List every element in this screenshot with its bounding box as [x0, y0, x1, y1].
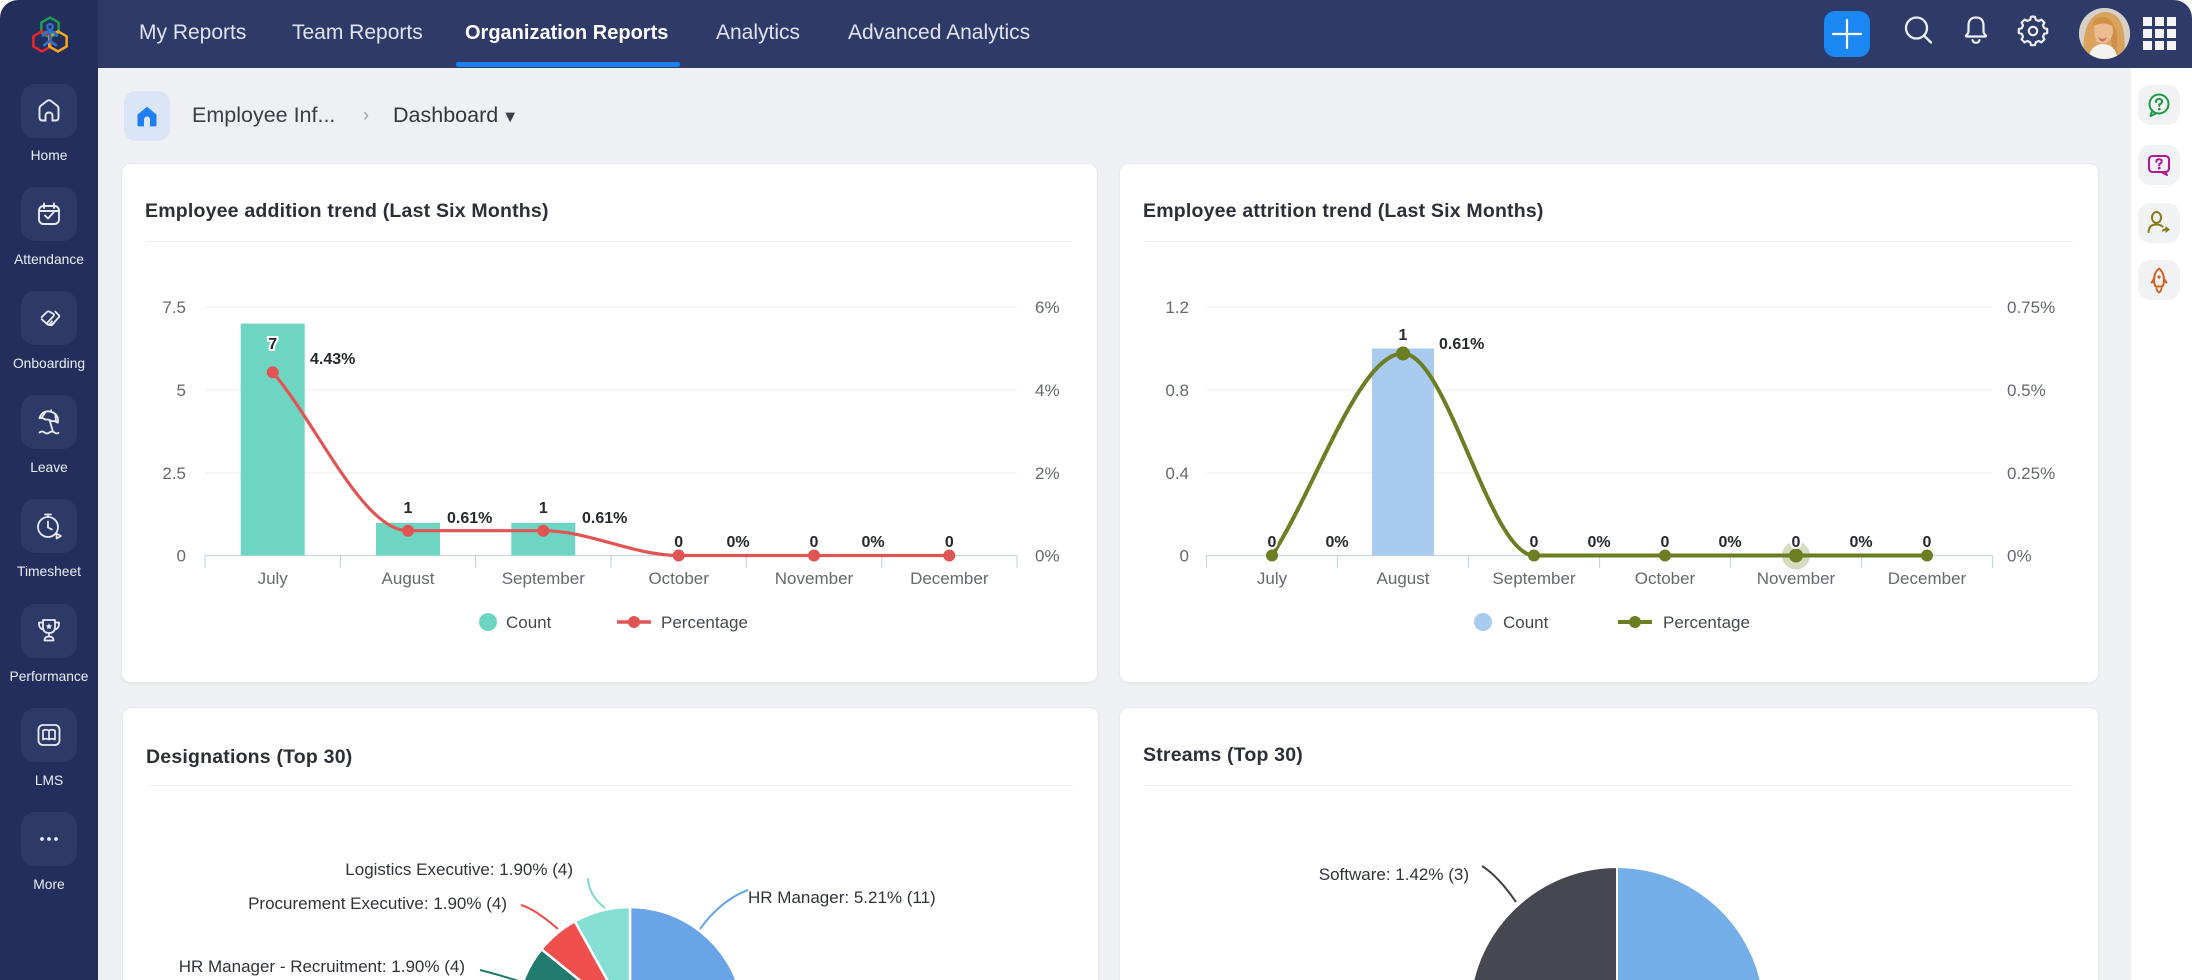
svg-text:September: September — [1492, 569, 1575, 588]
svg-text:Procurement Executive: 1.90% (: Procurement Executive: 1.90% (4) — [248, 894, 507, 913]
svg-text:0%: 0% — [861, 534, 884, 551]
svg-text:0: 0 — [674, 534, 683, 551]
svg-text:0%: 0% — [1325, 534, 1348, 551]
svg-text:0: 0 — [1530, 534, 1539, 551]
svg-text:0.61%: 0.61% — [447, 510, 492, 527]
svg-text:Percentage: Percentage — [1663, 613, 1750, 632]
svg-text:0.8: 0.8 — [1165, 381, 1189, 400]
svg-text:2%: 2% — [1035, 464, 1060, 483]
svg-text:0: 0 — [945, 534, 954, 551]
svg-text:0.61%: 0.61% — [582, 510, 627, 527]
svg-text:0: 0 — [1661, 534, 1670, 551]
svg-text:October: October — [1635, 569, 1696, 588]
svg-text:1: 1 — [539, 500, 548, 517]
svg-text:0: 0 — [1923, 534, 1932, 551]
svg-text:0.5%: 0.5% — [2007, 381, 2046, 400]
svg-text:1.2: 1.2 — [1165, 298, 1189, 317]
svg-text:HR Manager: 5.21% (11): HR Manager: 5.21% (11) — [748, 888, 936, 907]
svg-text:November: November — [1757, 569, 1836, 588]
svg-text:4.43%: 4.43% — [310, 351, 355, 368]
svg-text:0: 0 — [810, 534, 819, 551]
svg-text:2.5: 2.5 — [162, 464, 186, 483]
svg-text:December: December — [910, 569, 989, 588]
svg-text:1: 1 — [404, 500, 413, 517]
svg-text:0.75%: 0.75% — [2007, 298, 2055, 317]
svg-text:Logistics Executive: 1.90% (4): Logistics Executive: 1.90% (4) — [345, 860, 573, 879]
svg-text:0.61%: 0.61% — [1439, 336, 1484, 353]
svg-text:August: August — [382, 569, 435, 588]
svg-text:0%: 0% — [1587, 534, 1610, 551]
svg-text:1: 1 — [1399, 327, 1408, 344]
svg-text:4%: 4% — [1035, 381, 1060, 400]
svg-text:December: December — [1888, 569, 1967, 588]
svg-text:0%: 0% — [1849, 534, 1872, 551]
svg-text:October: October — [648, 569, 709, 588]
svg-text:7.5: 7.5 — [162, 298, 186, 317]
svg-text:HR Manager - Recruitment: 1.90: HR Manager - Recruitment: 1.90% (4) — [179, 957, 465, 976]
svg-text:July: July — [258, 569, 289, 588]
svg-text:0: 0 — [1180, 547, 1189, 566]
svg-text:Count: Count — [506, 613, 552, 632]
svg-text:August: August — [1377, 569, 1430, 588]
svg-text:5: 5 — [177, 381, 186, 400]
svg-text:July: July — [1257, 569, 1288, 588]
svg-text:Software: 1.42% (3): Software: 1.42% (3) — [1319, 865, 1469, 884]
svg-text:0%: 0% — [1035, 547, 1060, 566]
svg-text:0: 0 — [1268, 534, 1277, 551]
svg-text:November: November — [775, 569, 854, 588]
svg-text:6%: 6% — [1035, 298, 1060, 317]
svg-text:Count: Count — [1503, 613, 1549, 632]
svg-text:Percentage: Percentage — [661, 613, 748, 632]
svg-text:0.25%: 0.25% — [2007, 464, 2055, 483]
svg-text:0%: 0% — [1718, 534, 1741, 551]
svg-text:September: September — [502, 569, 585, 588]
svg-text:0%: 0% — [2007, 547, 2032, 566]
svg-text:0: 0 — [1792, 534, 1801, 551]
svg-text:0.4: 0.4 — [1165, 464, 1189, 483]
svg-text:7: 7 — [268, 336, 277, 353]
svg-text:0: 0 — [177, 547, 186, 566]
svg-text:0%: 0% — [726, 534, 749, 551]
